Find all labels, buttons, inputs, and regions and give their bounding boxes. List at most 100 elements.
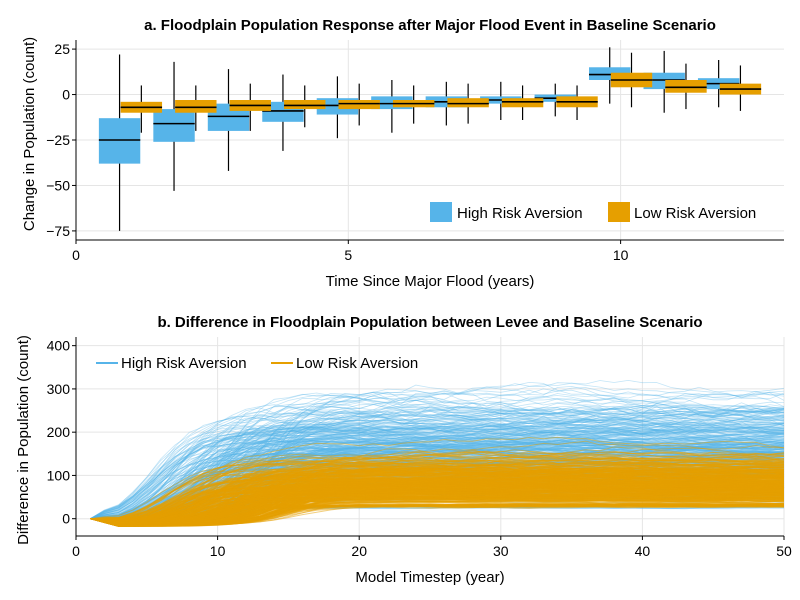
ensemble-line bbox=[90, 451, 784, 520]
ensemble-line bbox=[90, 444, 785, 520]
ensemble-line bbox=[90, 405, 785, 520]
ensemble-line bbox=[90, 384, 785, 522]
panel-b-axes: 0 100 200 300 400 0 10 20 30 40 50 bbox=[47, 337, 792, 559]
legend-label-low-risk: Low Risk Aversion bbox=[634, 205, 756, 222]
x-tick-label: 50 bbox=[776, 543, 792, 559]
ensemble-line bbox=[90, 411, 785, 520]
x-tick-label: 40 bbox=[635, 543, 651, 559]
ensemble-line bbox=[90, 427, 785, 522]
box-body bbox=[153, 109, 195, 142]
ensemble-line bbox=[90, 422, 785, 520]
box-low-risk bbox=[392, 85, 435, 124]
ensemble-line bbox=[90, 423, 785, 520]
y-tick-label: 25 bbox=[54, 41, 70, 57]
ensemble-line bbox=[90, 421, 785, 520]
legend-swatch-low-risk bbox=[608, 202, 630, 222]
box-high-risk bbox=[98, 54, 141, 231]
panel-a-x-axis-label: Time Since Major Flood (years) bbox=[326, 273, 535, 290]
ensemble-line bbox=[90, 420, 785, 520]
ensemble-line bbox=[90, 423, 785, 520]
ensemble-line bbox=[90, 423, 785, 520]
box-body bbox=[98, 118, 141, 164]
x-tick-label: 20 bbox=[351, 543, 367, 559]
ensemble-line bbox=[90, 419, 785, 521]
ensemble-line bbox=[90, 465, 785, 526]
legend-label-high-risk-b: High Risk Aversion bbox=[121, 355, 247, 372]
ensemble-line bbox=[90, 407, 785, 521]
y-tick-label: 300 bbox=[47, 381, 71, 397]
panel-b-title: b. Difference in Floodplain Population b… bbox=[157, 314, 702, 331]
box-body bbox=[175, 100, 217, 113]
ensemble-line bbox=[90, 463, 785, 523]
ensemble-line bbox=[90, 404, 785, 520]
ensemble-line bbox=[90, 473, 785, 525]
ensemble-line bbox=[90, 414, 785, 522]
y-tick-label: 100 bbox=[47, 467, 71, 483]
y-tick-label: 400 bbox=[47, 338, 71, 354]
ensemble-line bbox=[90, 446, 785, 521]
ensemble-line bbox=[90, 445, 785, 520]
ensemble-line bbox=[90, 438, 785, 521]
ensemble-line bbox=[90, 484, 785, 520]
y-tick-label: 200 bbox=[47, 424, 71, 440]
ensemble-line bbox=[89, 412, 785, 520]
ensemble-line bbox=[90, 409, 785, 520]
x-tick-label: 5 bbox=[344, 247, 352, 263]
ensemble-line bbox=[90, 407, 785, 520]
legend-label-low-risk-b: Low Risk Aversion bbox=[296, 355, 418, 372]
ensemble-line bbox=[90, 417, 785, 525]
ensemble-line bbox=[90, 423, 785, 520]
ensemble-line bbox=[90, 406, 785, 520]
ensemble-line bbox=[90, 468, 785, 520]
ensemble-line bbox=[90, 442, 785, 520]
ensemble-line bbox=[90, 462, 785, 526]
box-low-risk bbox=[284, 85, 326, 128]
ensemble-line bbox=[90, 436, 785, 520]
ensemble-line bbox=[90, 422, 785, 520]
ensemble-line bbox=[90, 480, 785, 527]
ensemble-line bbox=[90, 413, 785, 523]
ensemble-line bbox=[90, 415, 785, 520]
ensemble-line bbox=[89, 415, 785, 520]
box-high-risk bbox=[153, 61, 195, 191]
panel-a-title: a. Floodplain Population Response after … bbox=[144, 17, 716, 34]
x-tick-label: 30 bbox=[493, 543, 509, 559]
box-body bbox=[284, 100, 326, 110]
panel-a-boxplot: a. Floodplain Population Response after … bbox=[21, 17, 784, 290]
ensemble-line bbox=[90, 424, 785, 520]
ensemble-line bbox=[90, 416, 785, 522]
ensemble-line bbox=[90, 426, 785, 520]
box-low-risk bbox=[447, 83, 489, 124]
ensemble-line bbox=[90, 428, 785, 522]
panel-b-x-axis-label: Model Timestep (year) bbox=[355, 569, 504, 586]
ensemble-line bbox=[90, 476, 785, 524]
ensemble-line bbox=[90, 477, 785, 527]
panel-b-y-axis-label: Difference in Population (count) bbox=[15, 335, 32, 545]
box-low-risk bbox=[120, 85, 163, 133]
ensemble-line bbox=[90, 431, 784, 520]
panel-a-y-axis-label: Change in Population (count) bbox=[21, 37, 38, 231]
ensemble-line bbox=[90, 453, 785, 520]
ensemble-line bbox=[90, 439, 785, 520]
legend-swatch-high-risk bbox=[430, 202, 452, 222]
box-body bbox=[447, 98, 489, 108]
ensemble-line bbox=[90, 426, 785, 524]
ensemble-line bbox=[90, 432, 785, 522]
box-high-risk bbox=[262, 74, 304, 151]
box-body bbox=[665, 80, 707, 93]
ensemble-line bbox=[90, 419, 785, 520]
ensemble-line bbox=[90, 455, 785, 520]
panel-a-boxes bbox=[98, 47, 762, 231]
panel-a-axes: −75 −50 −25 0 25 0 5 10 bbox=[46, 40, 784, 263]
ensemble-line bbox=[90, 411, 785, 520]
ensemble-line bbox=[90, 444, 785, 525]
ensemble-line bbox=[90, 477, 785, 524]
box-low-risk bbox=[610, 52, 653, 108]
ensemble-line bbox=[90, 407, 785, 520]
x-tick-label: 10 bbox=[210, 543, 226, 559]
box-low-risk bbox=[229, 83, 271, 131]
box-body bbox=[338, 100, 380, 110]
box-low-risk bbox=[338, 83, 380, 126]
box-low-risk bbox=[556, 85, 598, 120]
